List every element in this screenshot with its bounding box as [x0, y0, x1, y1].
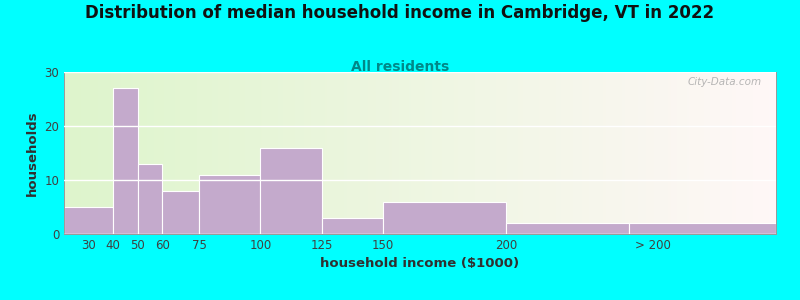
Text: City-Data.com: City-Data.com — [688, 77, 762, 87]
Y-axis label: households: households — [26, 110, 38, 196]
Bar — [113, 88, 138, 234]
Bar — [629, 223, 776, 234]
Bar — [506, 223, 629, 234]
Text: Distribution of median household income in Cambridge, VT in 2022: Distribution of median household income … — [86, 4, 714, 22]
Bar — [383, 202, 506, 234]
Bar — [322, 218, 383, 234]
X-axis label: household income ($1000): household income ($1000) — [321, 257, 519, 270]
Bar — [64, 207, 113, 234]
Bar — [138, 164, 162, 234]
Bar — [162, 191, 199, 234]
Bar — [199, 175, 261, 234]
Text: All residents: All residents — [351, 60, 449, 74]
Bar — [261, 148, 322, 234]
